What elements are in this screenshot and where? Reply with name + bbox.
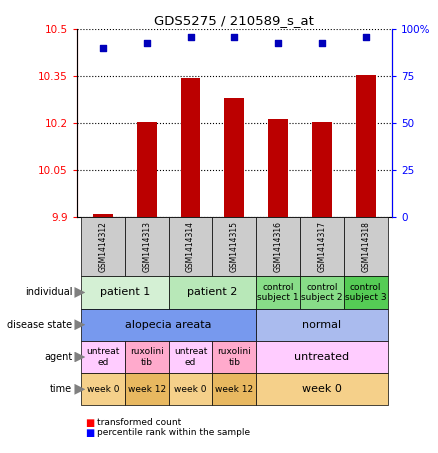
Text: normal: normal xyxy=(302,320,342,330)
Text: GSM1414316: GSM1414316 xyxy=(274,222,283,272)
Text: ■: ■ xyxy=(85,428,95,438)
Text: percentile rank within the sample: percentile rank within the sample xyxy=(97,428,251,437)
Text: GSM1414314: GSM1414314 xyxy=(186,222,195,272)
Text: week 0: week 0 xyxy=(302,384,342,394)
Bar xyxy=(356,75,376,217)
Bar xyxy=(137,122,156,217)
Bar xyxy=(224,98,244,217)
Text: control
subject 2: control subject 2 xyxy=(301,283,343,302)
Text: GSM1414312: GSM1414312 xyxy=(99,222,107,272)
Text: individual: individual xyxy=(25,288,72,298)
Point xyxy=(99,45,106,52)
Bar xyxy=(180,78,200,217)
Text: GSM1414318: GSM1414318 xyxy=(361,222,370,272)
Polygon shape xyxy=(74,319,85,330)
Text: control
subject 1: control subject 1 xyxy=(257,283,299,302)
Text: agent: agent xyxy=(44,352,72,362)
Bar xyxy=(312,122,332,217)
Title: GDS5275 / 210589_s_at: GDS5275 / 210589_s_at xyxy=(154,14,314,27)
Text: ruxolini
tib: ruxolini tib xyxy=(130,347,164,367)
Point xyxy=(187,34,194,41)
Point xyxy=(362,34,369,41)
Text: GSM1414317: GSM1414317 xyxy=(318,222,326,272)
Text: week 12: week 12 xyxy=(127,385,166,394)
Polygon shape xyxy=(74,384,85,395)
Text: week 0: week 0 xyxy=(174,385,207,394)
Text: week 12: week 12 xyxy=(215,385,254,394)
Text: ■: ■ xyxy=(85,418,95,428)
Point xyxy=(275,39,282,46)
Text: disease state: disease state xyxy=(7,320,72,330)
Text: untreat
ed: untreat ed xyxy=(86,347,120,367)
Text: GSM1414315: GSM1414315 xyxy=(230,222,239,272)
Text: week 0: week 0 xyxy=(87,385,119,394)
Text: patient 1: patient 1 xyxy=(100,288,150,298)
Polygon shape xyxy=(74,352,85,362)
Text: patient 2: patient 2 xyxy=(187,288,238,298)
Text: ruxolini
tib: ruxolini tib xyxy=(217,347,251,367)
Text: alopecia areata: alopecia areata xyxy=(125,320,212,330)
Text: untreated: untreated xyxy=(294,352,350,362)
Point xyxy=(318,39,325,46)
Polygon shape xyxy=(74,287,85,298)
Text: transformed count: transformed count xyxy=(97,418,181,427)
Point xyxy=(143,39,150,46)
Text: time: time xyxy=(50,384,72,394)
Text: GSM1414313: GSM1414313 xyxy=(142,222,151,272)
Text: untreat
ed: untreat ed xyxy=(174,347,207,367)
Point xyxy=(231,34,238,41)
Bar xyxy=(268,119,288,217)
Bar xyxy=(93,214,113,217)
Text: control
subject 3: control subject 3 xyxy=(345,283,387,302)
